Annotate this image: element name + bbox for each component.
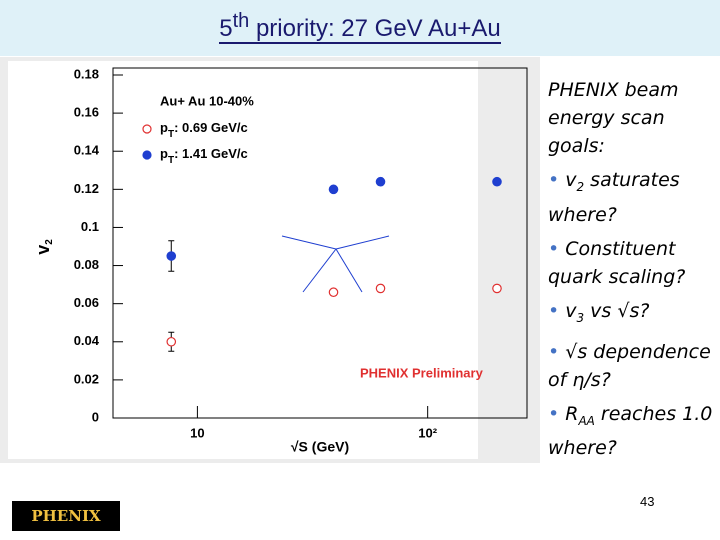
text-piece: Constituent quark scaling?	[548, 237, 686, 288]
text-sub: 3	[576, 310, 585, 325]
data-point	[328, 184, 339, 195]
y-tick-label: 0.14	[74, 143, 100, 158]
x-tick-label: 10²	[418, 425, 437, 440]
y-tick-label: 0.06	[74, 295, 99, 310]
text-piece: T	[168, 155, 174, 166]
bullet-marker: •	[548, 299, 566, 322]
text-sup: th	[232, 10, 250, 32]
data-point	[375, 176, 386, 187]
text-piece: 2	[44, 239, 55, 245]
text-piece: saturates where?	[548, 169, 680, 226]
text-piece: reaches 1.0 where?	[548, 402, 713, 460]
data-point	[328, 287, 339, 298]
y-tick-label: 0.12	[74, 181, 99, 196]
chart: 0 0.02 0.04 0.06 0.08 0.1 0.12 0.14 0.16 0.18 10 10…	[0, 57, 540, 463]
bullet: • v3 vs √s?	[548, 297, 716, 332]
text-piece: T	[168, 129, 174, 140]
data-point	[166, 251, 177, 261]
bullet: • RAA reaches 1.0 where?	[548, 400, 716, 463]
text-piece: √s dependence of η/s?	[548, 340, 711, 391]
legend-title: Au+ Au 10-40%	[160, 93, 254, 108]
y-tick-label: 0.04	[74, 333, 100, 348]
bullet: • Constituent quark scaling?	[548, 235, 716, 291]
y-tick-label: 0.16	[74, 105, 99, 120]
bullet: • v2 saturates where?	[548, 166, 716, 229]
legend-label: pT: 1.41 GeV/c	[160, 146, 248, 166]
text-piece: R	[565, 402, 579, 425]
y-tick-label: 0.02	[74, 371, 99, 386]
legend-label: pT: 0.69 GeV/c	[160, 120, 248, 140]
annotation: PHENIX Preliminary	[360, 365, 484, 380]
cursor-lines	[281, 235, 390, 293]
x-tick-label: 10	[190, 425, 204, 440]
legend-marker	[142, 124, 152, 134]
text-piece: p	[160, 120, 168, 135]
page-number: 43	[640, 494, 655, 509]
text-piece: vs √s?	[584, 299, 650, 322]
bullet-marker: •	[548, 340, 566, 363]
data-point	[166, 336, 177, 347]
text-piece: v	[33, 245, 53, 255]
goals-text: PHENIX beam energy scan goals: • v2 satu…	[548, 76, 716, 468]
data-point	[492, 283, 502, 294]
title-text: 5th priority: 27 GeV Au+Au	[219, 10, 501, 44]
bullet-list: • v2 saturates where? • Constituent quark…	[548, 166, 716, 462]
text-sub: 2	[576, 179, 585, 194]
legend-marker	[142, 150, 152, 160]
bullet-marker: •	[548, 169, 566, 191]
data-point	[492, 176, 502, 187]
y-tick-label: 0.1	[81, 219, 99, 234]
text-piece: priority: 27 GeV Au+Au	[249, 15, 501, 42]
text-piece: v	[565, 169, 577, 191]
text-piece: v	[565, 299, 577, 322]
header-band	[0, 0, 720, 56]
bullet-marker: •	[548, 402, 566, 425]
text-piece: p	[160, 146, 168, 161]
plot-frame	[112, 67, 528, 419]
slide-title: 5th priority: 27 GeV Au+Au	[0, 10, 720, 44]
chart-canvas	[8, 61, 478, 459]
text-piece: 5	[219, 15, 233, 42]
goals-intro: PHENIX beam energy scan goals:	[548, 79, 679, 157]
logo: PHENIX	[12, 501, 120, 531]
text-sub: AA	[578, 413, 595, 428]
x-axis-label: √S (GeV)	[291, 439, 349, 455]
text-piece: : 0.69 GeV/c	[174, 120, 248, 135]
bullet-marker: •	[548, 237, 566, 260]
text-piece: : 1.41 GeV/c	[174, 146, 248, 161]
y-axis-label: v2	[33, 239, 55, 255]
y-tick-label: 0.18	[74, 66, 99, 81]
y-tick-label: 0.08	[74, 257, 99, 272]
data-point	[375, 283, 386, 294]
bullet: • √s dependence of η/s?	[548, 338, 716, 394]
y-tick-label: 0	[92, 409, 99, 424]
